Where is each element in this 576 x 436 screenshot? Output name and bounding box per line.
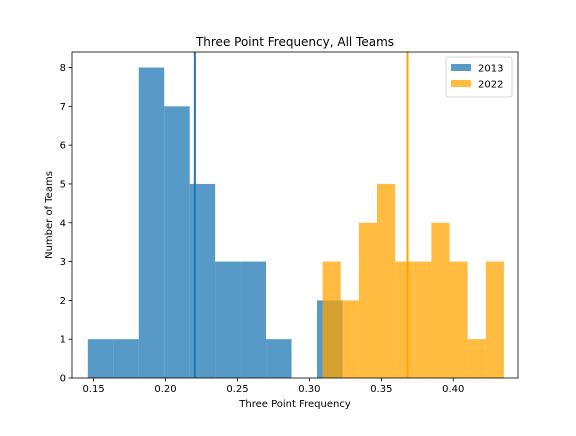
- histogram-bar-2013-2: [138, 67, 165, 379]
- y-tick-label-2: 2: [60, 296, 66, 307]
- x-tick-label-1: 0.20: [154, 384, 176, 395]
- histogram-bar-2013-5: [215, 261, 241, 378]
- legend-label-2013: 2013: [478, 64, 503, 75]
- histogram-bar-2022-9: [485, 261, 504, 378]
- histogram-bar-2022-3: [377, 183, 396, 378]
- x-tick-label-5: 0.40: [442, 384, 464, 395]
- histogram-bar-2013-3: [164, 106, 190, 378]
- x-axis-label: Three Point Frequency: [238, 399, 351, 410]
- histogram-bar-2022-6: [431, 222, 450, 378]
- y-tick-label-5: 5: [60, 179, 66, 190]
- y-axis-label: Number of Teams: [44, 171, 55, 259]
- histogram-bar-2022-2: [358, 222, 378, 378]
- histogram-bars: [87, 67, 504, 379]
- histogram-bar-2022-1: [340, 300, 359, 378]
- legend-label-2022: 2022: [478, 80, 503, 91]
- histogram-bar-2022-5: [413, 261, 432, 378]
- y-tick-label-0: 0: [60, 374, 66, 385]
- histogram-bar-2022-7: [449, 261, 468, 378]
- y-tick-label-6: 6: [60, 141, 66, 152]
- histogram-bar-2013-4: [189, 183, 216, 378]
- histogram-bar-2013-1: [113, 339, 139, 378]
- x-tick-label-0: 0.15: [82, 384, 104, 395]
- legend: 2013 2022: [445, 56, 513, 98]
- x-axis-ticks: 0.15 0.20 0.25 0.30 0.35 0.40: [82, 378, 464, 395]
- histogram-bar-2013-7: [266, 339, 292, 378]
- x-tick-label-2: 0.25: [226, 384, 248, 395]
- y-tick-label-1: 1: [60, 335, 66, 346]
- y-tick-label-3: 3: [60, 257, 66, 268]
- histogram-bar-2022-0: [322, 261, 341, 378]
- chart-title: Three Point Frequency, All Teams: [195, 35, 394, 49]
- mean-lines: [193, 52, 409, 378]
- y-axis-ticks: 0 1 2 3 4 5 6 7 8: [60, 63, 72, 385]
- y-tick-label-7: 7: [60, 102, 66, 113]
- histogram-bar-2022-8: [467, 339, 486, 378]
- legend-swatch-2022: [451, 80, 471, 87]
- histogram-bar-2013-6: [240, 261, 267, 378]
- histogram-bar-2013-0: [87, 339, 114, 378]
- legend-swatch-2013: [451, 64, 471, 71]
- plot-frame: [71, 51, 519, 379]
- x-tick-label-3: 0.30: [298, 384, 320, 395]
- y-tick-label-8: 8: [60, 63, 66, 74]
- x-tick-label-4: 0.35: [370, 384, 392, 395]
- histogram-bar-2022-4: [395, 261, 414, 378]
- y-tick-label-4: 4: [60, 218, 66, 229]
